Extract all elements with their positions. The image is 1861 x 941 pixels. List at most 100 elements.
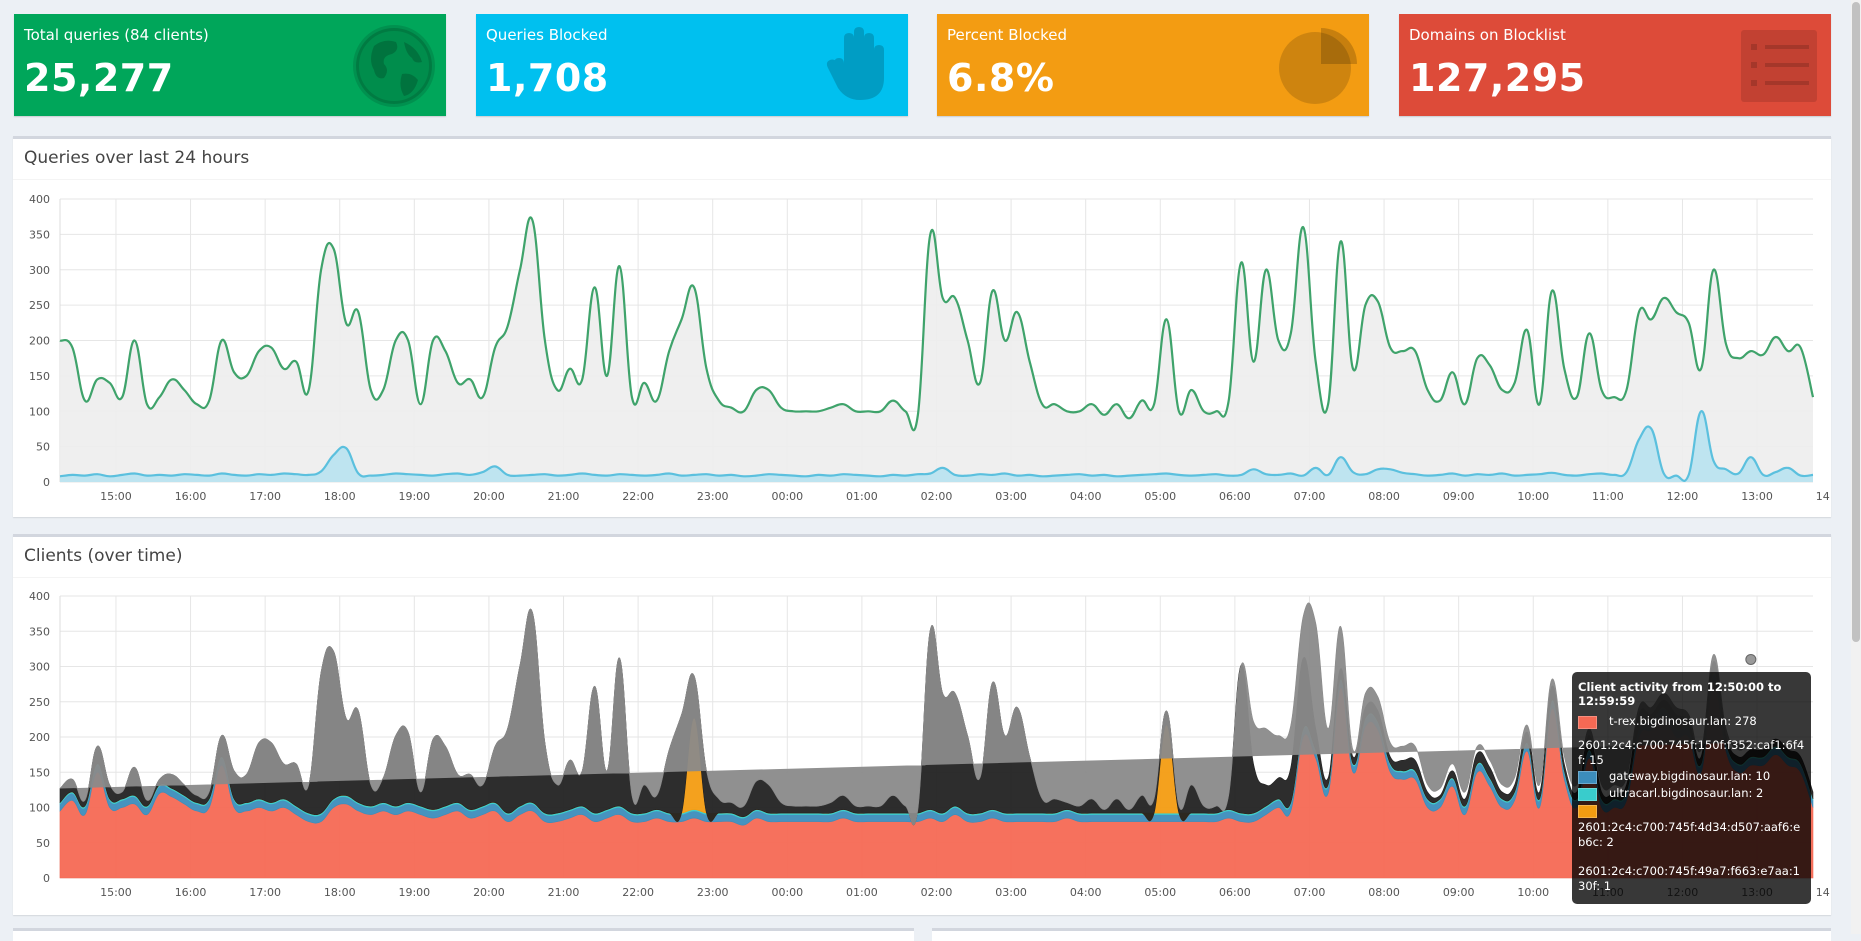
- legend-swatch: [1578, 716, 1597, 729]
- series-area: [60, 411, 1813, 482]
- stat-label: Domains on Blocklist: [1409, 26, 1566, 44]
- stat-label: Queries Blocked: [486, 26, 608, 44]
- x-tick-label: 10:00: [1517, 886, 1549, 899]
- series-area: [59, 602, 1751, 826]
- x-tick-label: 02:00: [921, 490, 953, 503]
- x-tick-label: 04:00: [1070, 490, 1102, 503]
- pie-chart-icon: [1279, 28, 1357, 104]
- client-activity-tooltip: Client activity from 12:50:00 to 12:59:5…: [1572, 672, 1811, 904]
- y-tick-label: 50: [36, 441, 50, 454]
- clients-chart[interactable]: 0 50 100 150 200 250 300 350 400 15:00 16:00 17:00 1…: [13, 537, 1831, 915]
- x-tick-label: 23:00: [697, 886, 729, 899]
- x-tick-label: 19:00: [398, 886, 430, 899]
- tooltip-row: [1578, 803, 1805, 819]
- legend-swatch: [1578, 788, 1597, 801]
- x-tick-label: 06:00: [1219, 490, 1251, 503]
- tooltip-row-text: 2601:2c4:c700:745f:49a7:f663:e7aa:130f: …: [1578, 864, 1801, 893]
- hover-point: [1745, 653, 1757, 665]
- x-tick-label: 21:00: [548, 886, 580, 899]
- x-tick-label: 20:00: [473, 886, 505, 899]
- tooltip-row-text: 2601:2c4:c700:745f:4d34:d507:aaf6:eb6c: …: [1578, 820, 1801, 849]
- x-tick-label: 16:00: [175, 490, 207, 503]
- x-tick-label: 12:00: [1667, 490, 1699, 503]
- x-tick-label: 22:00: [622, 886, 654, 899]
- tooltip-row: 2601:2c4:c700:745f:4d34:d507:aaf6:eb6c: …: [1578, 820, 1805, 850]
- x-tick-label: 18:00: [324, 490, 356, 503]
- next-card-left: [13, 928, 914, 941]
- clients-chart-card: Clients (over time) 0 50 100 150 200 250 300 35…: [13, 534, 1831, 915]
- tooltip-row: t-rex.bigdinosaur.lan: 278: [1578, 714, 1805, 730]
- tooltip-row-text: ultracarl.bigdinosaur.lan: 2: [1609, 786, 1764, 800]
- scrollbar-thumb[interactable]: [1852, 2, 1860, 642]
- tooltip-row: 2601:2c4:c700:745f:150f:f352:caf1:6f4f: …: [1578, 738, 1805, 768]
- x-tick-label: 05:00: [1144, 886, 1176, 899]
- tooltip-title: Client activity from 12:50:00 to 12:59:5…: [1578, 680, 1782, 708]
- y-tick-label: 0: [43, 872, 50, 885]
- stat-value: 25,277: [24, 56, 174, 100]
- card-divider: [13, 179, 1831, 180]
- globe-icon: [353, 25, 435, 107]
- y-tick-label: 350: [29, 625, 50, 638]
- tooltip-row-text: 2601:2c4:c700:745f:150f:f352:caf1:6f4f: …: [1578, 738, 1805, 767]
- x-tick-label: 06:00: [1219, 886, 1251, 899]
- y-tick-label: 200: [29, 731, 50, 744]
- x-tick-label: 07:00: [1294, 886, 1326, 899]
- y-tick-label: 150: [29, 766, 50, 779]
- x-tick-label: 18:00: [324, 886, 356, 899]
- x-tick-label: 17:00: [249, 886, 281, 899]
- y-tick-label: 300: [29, 661, 50, 674]
- x-tick-label: 20:00: [473, 490, 505, 503]
- card-title: Clients (over time): [24, 546, 183, 566]
- x-tick-label: 00:00: [771, 886, 803, 899]
- stat-box-domains-blocklist[interactable]: Domains on Blocklist 127,295: [1399, 14, 1831, 116]
- y-tick-label: 400: [29, 193, 50, 206]
- stat-box-queries-blocked[interactable]: Queries Blocked 1,708: [476, 14, 908, 116]
- queries-chart[interactable]: 0 50 100 150 200 250 300 350 400 15:00 16:00 17:00 1…: [13, 139, 1831, 517]
- x-tick-label: 09:00: [1443, 886, 1475, 899]
- y-tick-label: 0: [43, 476, 50, 489]
- y-tick-label: 250: [29, 696, 50, 709]
- x-tick-label: 00:00: [771, 490, 803, 503]
- tooltip-row: gateway.bigdinosaur.lan: 10: [1578, 769, 1805, 785]
- x-tick-label: 08:00: [1368, 490, 1400, 503]
- next-card-right: [932, 928, 1831, 941]
- page-scrollbar[interactable]: [1851, 0, 1861, 934]
- x-tick-label: 15:00: [100, 490, 132, 503]
- x-tick-label: 10:00: [1517, 490, 1549, 503]
- tooltip-row-text: gateway.bigdinosaur.lan: 10: [1609, 769, 1771, 783]
- y-tick-label: 100: [29, 802, 50, 815]
- x-tick-label: 14:00: [1816, 490, 1831, 503]
- x-tick-label: 17:00: [249, 490, 281, 503]
- y-tick-label: 100: [29, 405, 50, 418]
- x-tick-label: 03:00: [995, 886, 1027, 899]
- stat-box-total-queries[interactable]: Total queries (84 clients) 25,277: [14, 14, 446, 116]
- x-tick-label: 04:00: [1070, 886, 1102, 899]
- legend-swatch: [1578, 805, 1597, 818]
- y-tick-label: 300: [29, 264, 50, 277]
- x-tick-label: 01:00: [846, 886, 878, 899]
- tooltip-row-text: t-rex.bigdinosaur.lan: 278: [1609, 714, 1757, 728]
- stat-label: Percent Blocked: [947, 26, 1067, 44]
- y-tick-label: 200: [29, 335, 50, 348]
- stat-value: 6.8%: [947, 56, 1055, 100]
- x-tick-label: 23:00: [697, 490, 729, 503]
- series-line: [59, 216, 1815, 432]
- series-line: [59, 410, 1814, 482]
- x-tick-label: 07:00: [1294, 490, 1326, 503]
- card-divider: [13, 577, 1831, 578]
- x-tick-label: 16:00: [175, 886, 207, 899]
- x-tick-label: 15:00: [100, 886, 132, 899]
- y-tick-label: 400: [29, 590, 50, 603]
- x-tick-label: 11:00: [1592, 490, 1624, 503]
- stat-value: 127,295: [1409, 56, 1586, 100]
- tooltip-row: 2601:2c4:c700:745f:49a7:f663:e7aa:130f: …: [1578, 864, 1805, 894]
- y-tick-label: 50: [36, 837, 50, 850]
- x-tick-label: 09:00: [1443, 490, 1475, 503]
- x-tick-label: 03:00: [995, 490, 1027, 503]
- y-tick-label: 150: [29, 370, 50, 383]
- tooltip-row: ultracarl.bigdinosaur.lan: 2: [1578, 786, 1805, 802]
- stat-box-percent-blocked[interactable]: Percent Blocked 6.8%: [937, 14, 1369, 116]
- x-tick-label: 01:00: [846, 490, 878, 503]
- hand-icon: [826, 27, 884, 100]
- y-tick-label: 350: [29, 228, 50, 241]
